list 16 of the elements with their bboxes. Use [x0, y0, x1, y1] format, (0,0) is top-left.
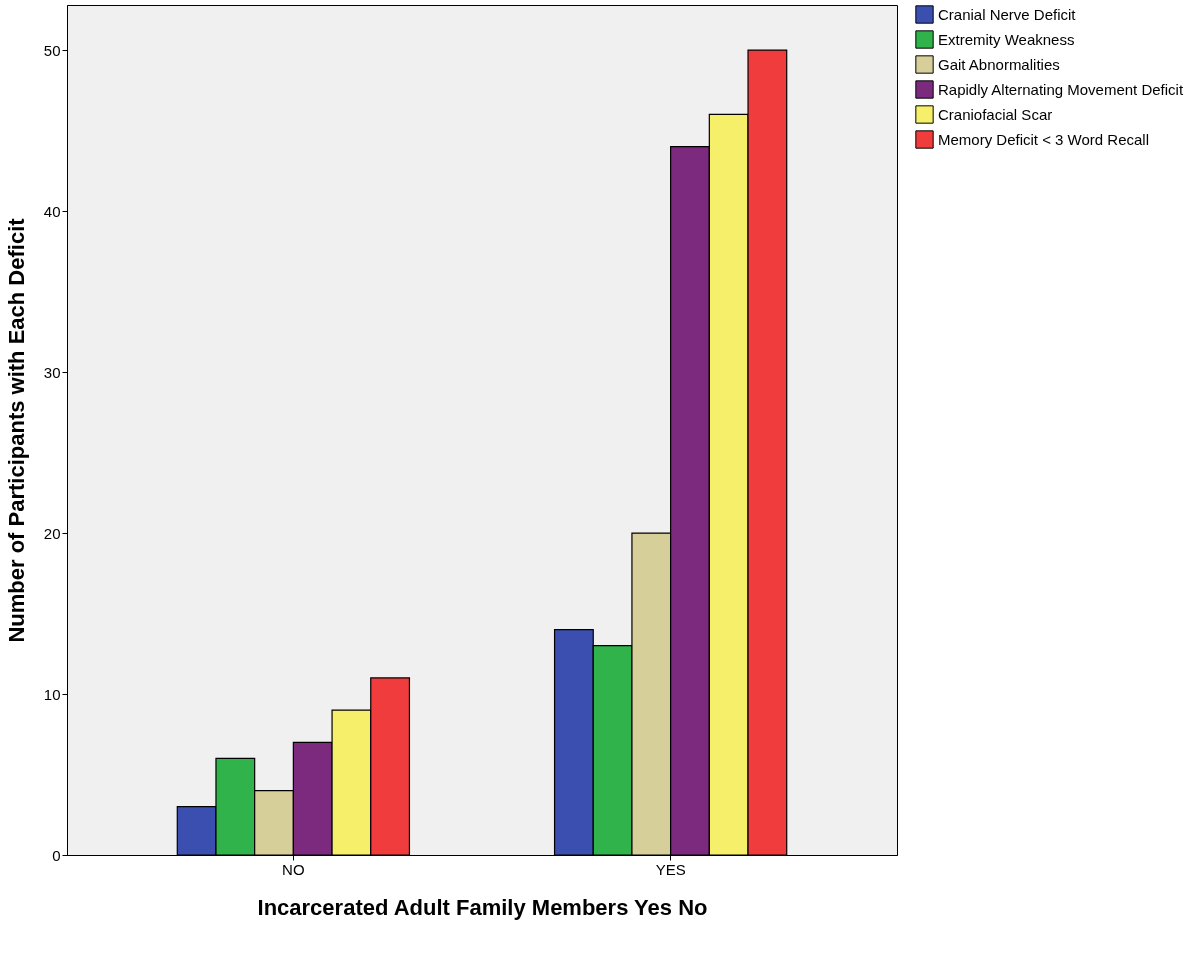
y-tick-label: 30	[43, 363, 61, 381]
x-tick-label: NO	[282, 860, 305, 878]
y-tick-label: 20	[43, 524, 61, 542]
legend-label: Gait Abnormalities	[938, 55, 1060, 73]
x-tick-label: YES	[655, 860, 686, 878]
y-tick-label: 50	[43, 41, 61, 59]
y-axis-title: Number of Participants with Each Deficit	[3, 217, 29, 643]
y-tick-label: 0	[52, 846, 61, 864]
legend-label: Memory Deficit < 3 Word Recall	[938, 130, 1150, 148]
legend-label: Craniofacial Scar	[938, 105, 1053, 123]
legend-label: Cranial Nerve Deficit	[938, 5, 1077, 23]
y-tick-label: 40	[43, 202, 61, 220]
legend-label: Extremity Weakness	[938, 30, 1075, 48]
x-axis-title: Incarcerated Adult Family Members Yes No	[257, 894, 708, 920]
legend-label: Rapidly Alternating Movement Deficit	[938, 80, 1184, 98]
y-tick-label: 10	[43, 685, 61, 703]
